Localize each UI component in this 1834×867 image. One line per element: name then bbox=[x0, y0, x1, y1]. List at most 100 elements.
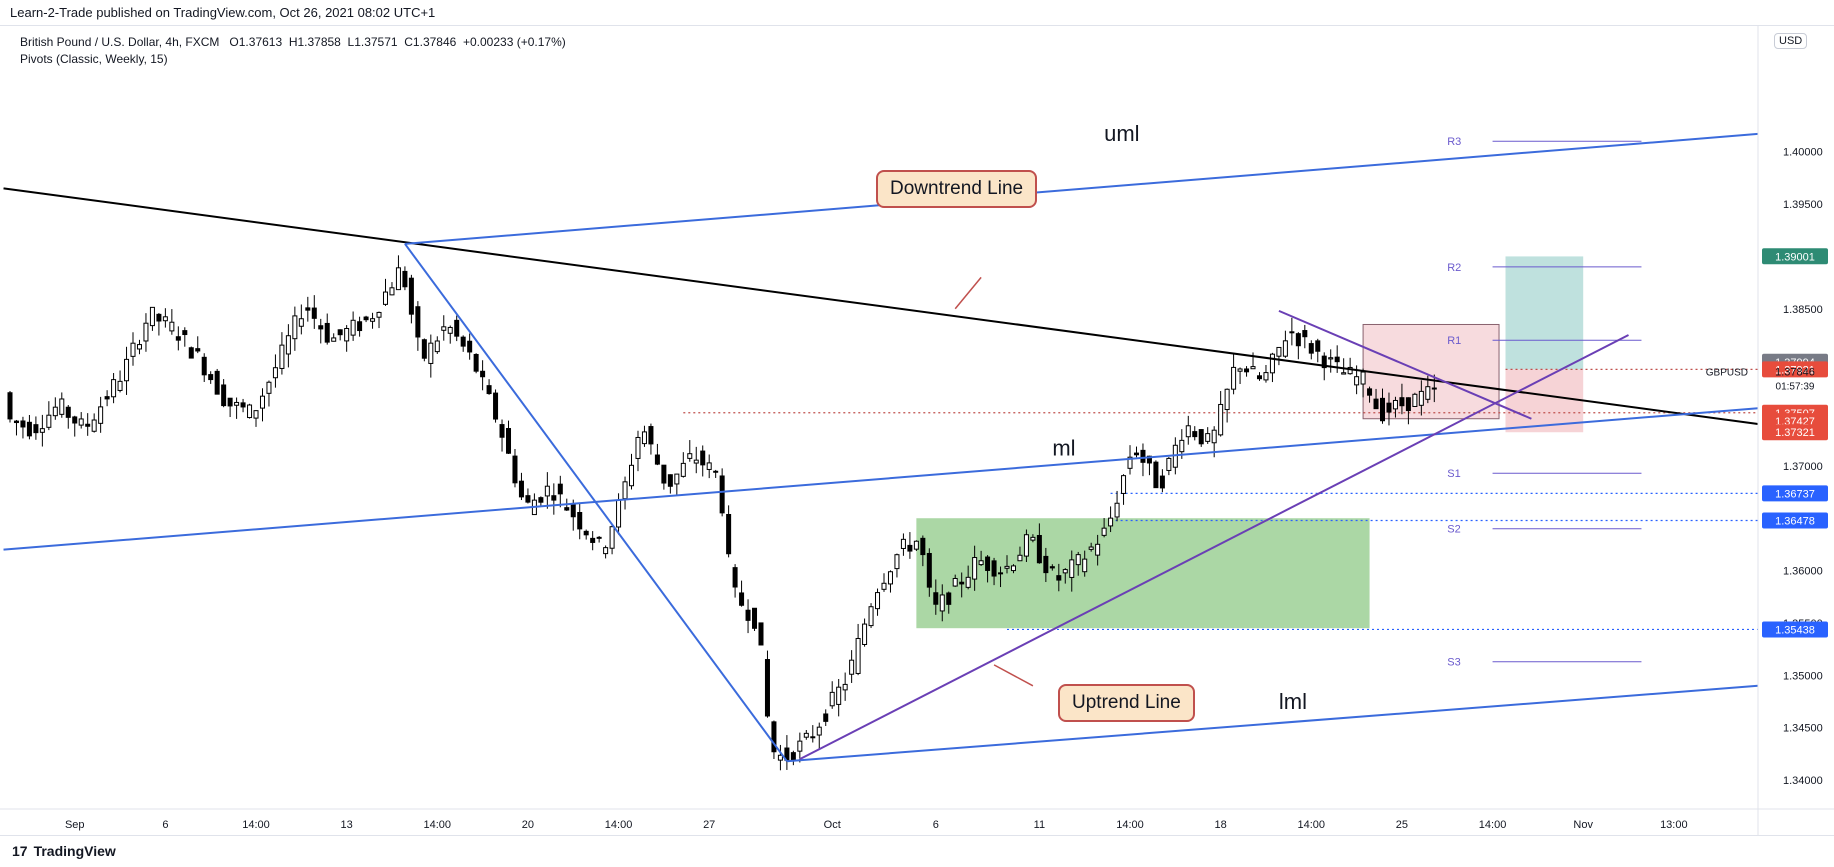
candle-body bbox=[331, 337, 337, 342]
candle-body bbox=[693, 459, 699, 464]
candle-body bbox=[72, 416, 78, 424]
candle-body bbox=[836, 686, 842, 705]
price-label-box bbox=[1762, 424, 1828, 441]
candle bbox=[493, 389, 499, 423]
candle bbox=[900, 533, 906, 556]
candle-body bbox=[1269, 353, 1275, 374]
candle-body bbox=[810, 736, 816, 739]
candle-body bbox=[803, 732, 809, 738]
candle bbox=[247, 403, 253, 419]
candle bbox=[1205, 427, 1211, 444]
candle bbox=[752, 607, 758, 631]
tradingview-brand[interactable]: 17 TradingView bbox=[12, 843, 116, 859]
candle-body bbox=[7, 392, 13, 420]
candle bbox=[1282, 330, 1288, 358]
candle-body bbox=[667, 474, 673, 487]
candle-body bbox=[46, 414, 52, 428]
candle-body bbox=[946, 592, 952, 605]
candle bbox=[907, 532, 913, 559]
candle-body bbox=[1185, 425, 1191, 438]
median-line bbox=[3, 407, 1759, 551]
pivot-label-s1: S1 bbox=[1447, 468, 1460, 480]
downtrend-line bbox=[3, 187, 1759, 425]
candle bbox=[130, 332, 136, 366]
candle bbox=[136, 339, 142, 355]
candle bbox=[428, 334, 434, 378]
candle bbox=[816, 722, 822, 749]
candle-body bbox=[279, 344, 285, 369]
price-label-text: 1.36478 bbox=[1775, 516, 1815, 528]
candle bbox=[1166, 457, 1172, 476]
price-label: 1.36478 bbox=[1762, 512, 1828, 529]
candle bbox=[1302, 324, 1308, 349]
candle bbox=[65, 404, 71, 429]
candle-body bbox=[1030, 536, 1036, 541]
price-label-box bbox=[1762, 485, 1828, 502]
price-label-box bbox=[1762, 621, 1828, 638]
currency-button[interactable]: USD bbox=[1774, 33, 1808, 49]
candle bbox=[894, 553, 900, 578]
x-tick-label: 14:00 bbox=[1298, 819, 1326, 831]
candle bbox=[991, 557, 997, 586]
candle-body bbox=[557, 483, 563, 495]
candle-body bbox=[1341, 372, 1347, 375]
candle bbox=[111, 373, 117, 404]
candle-body bbox=[408, 277, 414, 315]
candle bbox=[790, 750, 796, 766]
candle-body bbox=[680, 462, 686, 477]
candle-body bbox=[648, 426, 654, 445]
x-tick-label: 13:00 bbox=[1660, 819, 1688, 831]
candle bbox=[544, 472, 550, 509]
candle-body bbox=[182, 330, 188, 336]
current-price: 1.37846 bbox=[1775, 366, 1815, 378]
candle-body bbox=[227, 397, 233, 407]
candle bbox=[913, 540, 919, 551]
candle bbox=[175, 326, 181, 351]
candle bbox=[1036, 523, 1042, 564]
y-tick-label: 1.38500 bbox=[1783, 304, 1823, 316]
candle bbox=[1418, 380, 1424, 416]
candle bbox=[1101, 518, 1107, 538]
candle bbox=[777, 744, 783, 771]
candle-body bbox=[1082, 558, 1088, 573]
candle-body bbox=[570, 503, 576, 518]
candle bbox=[920, 535, 926, 567]
triangle-upper-line bbox=[1278, 309, 1532, 420]
candle bbox=[124, 346, 130, 395]
candle bbox=[713, 469, 719, 478]
candle-body bbox=[473, 353, 479, 372]
price-label: 1.35438 bbox=[1762, 621, 1828, 638]
candle-body bbox=[382, 291, 389, 305]
candle-body bbox=[52, 406, 58, 417]
x-tick-label: 11 bbox=[1034, 819, 1045, 831]
candle-body bbox=[298, 318, 304, 327]
candle bbox=[1328, 349, 1334, 373]
candle bbox=[1198, 429, 1204, 447]
candle-body bbox=[1153, 461, 1159, 489]
candle-body bbox=[687, 453, 693, 459]
candle-body bbox=[26, 421, 32, 437]
candle bbox=[201, 353, 207, 382]
candle bbox=[1269, 352, 1275, 383]
candle bbox=[557, 475, 563, 508]
candle-body bbox=[1114, 502, 1120, 518]
candle-body bbox=[913, 540, 919, 550]
x-tick-label: 13 bbox=[341, 819, 353, 831]
candle bbox=[182, 327, 188, 347]
candle bbox=[98, 396, 104, 433]
candle-body bbox=[1069, 559, 1075, 578]
candle-body bbox=[1231, 366, 1237, 390]
candle-body bbox=[337, 329, 343, 336]
candles-layer bbox=[7, 255, 1437, 771]
candle-body bbox=[1121, 475, 1127, 494]
price-label: 1.36737 bbox=[1762, 485, 1828, 502]
candle bbox=[298, 304, 304, 335]
footer-bar: 17 TradingView bbox=[0, 835, 1834, 867]
candle bbox=[577, 502, 583, 540]
candle-body bbox=[894, 554, 900, 570]
lml-label: lml bbox=[1279, 689, 1307, 714]
candle-body bbox=[959, 581, 965, 585]
candle-body bbox=[739, 592, 745, 606]
candle-body bbox=[467, 340, 473, 353]
